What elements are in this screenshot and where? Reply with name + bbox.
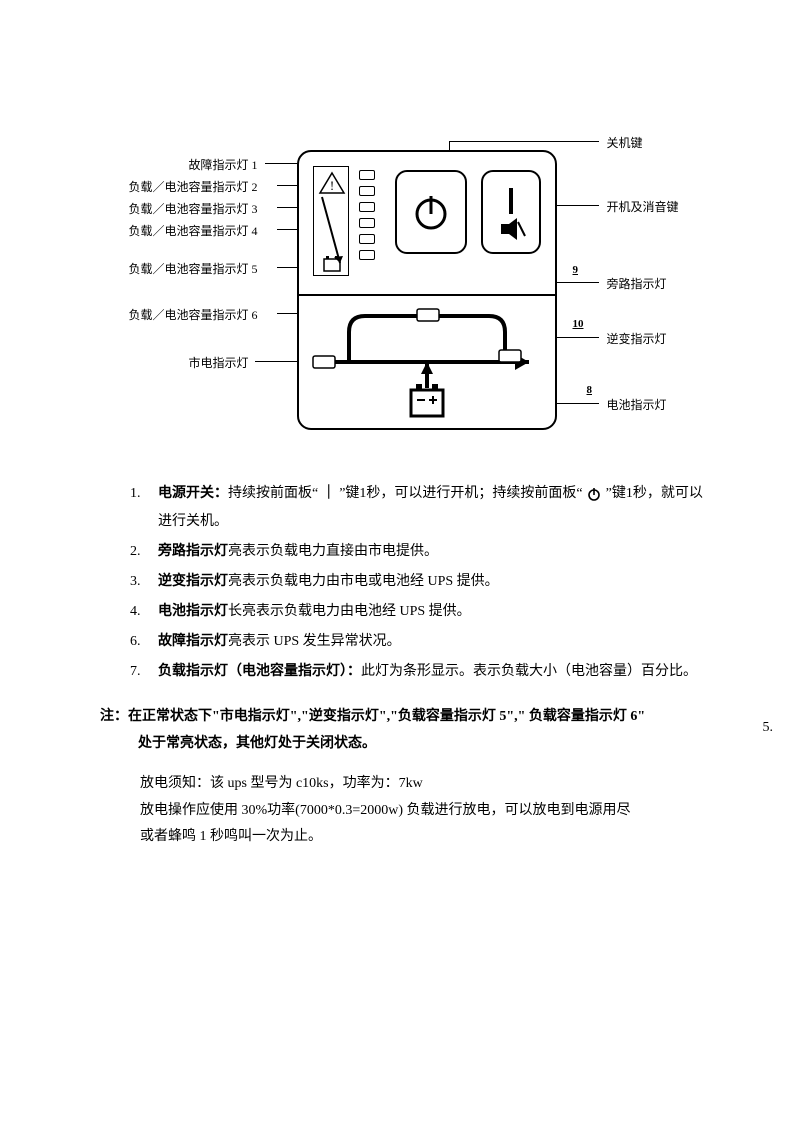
list-number: 1.: [130, 480, 158, 536]
list-number: 3.: [130, 568, 158, 596]
ups-front-panel: !: [297, 150, 557, 430]
power-icon: [409, 190, 453, 234]
list-body: 负载指示灯（电池容量指示灯）：此灯为条形显示。表示负载大小（电池容量）百分比。: [158, 658, 703, 686]
discharge-line: 或者蜂鸣 1 秒鸣叫一次为止。: [140, 824, 703, 851]
list-item: 4. 电池指示灯长亮表示负载电力由电池经 UPS 提供。: [130, 598, 703, 626]
label-mains-led: 市电指示灯: [189, 354, 249, 371]
note-block: 注：在正常状态下"市电指示灯","逆变指示灯","负载容量指示灯 5"," 负载…: [100, 704, 703, 757]
led-4: [359, 218, 375, 228]
callout-8: 8: [587, 384, 593, 396]
list-number: 4.: [130, 598, 158, 626]
note-line-2: 处于常亮状态，其他灯处于关闭状态。: [100, 731, 703, 758]
led-3: [359, 202, 375, 212]
discharge-info: 放电须知：该 ups 型号为 c10ks，功率为：7kw 放电操作应使用 30%…: [140, 771, 703, 851]
instruction-list: 1. 电源开关：持续按前面板“ ｜ ”键1秒，可以进行开机；持续按前面板“ ”键…: [130, 480, 703, 686]
label-fault-led: 故障指示灯 1: [189, 156, 258, 173]
svg-text:!: !: [329, 178, 333, 193]
list-item: 2. 旁路指示灯亮表示负载电力直接由市电提供。: [130, 538, 703, 566]
led-stack: [359, 170, 377, 266]
callout-10: 10: [573, 318, 584, 330]
label-power-mute-key: 开机及消音键: [607, 198, 679, 215]
mute-icon: [501, 218, 525, 240]
discharge-line: 放电须知：该 ups 型号为 c10ks，功率为：7kw: [140, 771, 703, 798]
list-item: 3. 逆变指示灯亮表示负载电力由市电或电池经 UPS 提供。: [130, 568, 703, 596]
label-inverter-led: 逆变指示灯: [607, 330, 667, 347]
label-shutdown-key: 关机键: [607, 134, 643, 151]
label-bypass-led: 旁路指示灯: [607, 275, 667, 292]
label-load-led-5: 负载／电池容量指示灯 5: [129, 260, 258, 277]
discharge-line: 放电操作应使用 30%功率(7000*0.3=2000w) 负载进行放电，可以放…: [140, 798, 703, 825]
list-item: 1. 电源开关：持续按前面板“ ｜ ”键1秒，可以进行开机；持续按前面板“ ”键…: [130, 480, 703, 536]
callout-9: 9: [573, 264, 579, 276]
power-icon: [586, 486, 602, 502]
label-load-led-6: 负载／电池容量指示灯 6: [129, 306, 258, 323]
ups-panel-diagram: 故障指示灯 1 负载／电池容量指示灯 2 负载／电池容量指示灯 3 负载／电池容…: [117, 130, 677, 440]
label-battery-led: 电池指示灯: [607, 396, 667, 413]
note-line-1: 注：在正常状态下"市电指示灯","逆变指示灯","负载容量指示灯 5"," 负载…: [100, 704, 703, 731]
list-item: 6. 故障指示灯亮表示 UPS 发生异常状况。: [130, 628, 703, 656]
list-number: 6.: [130, 628, 158, 656]
power-flow-diagram: [299, 302, 555, 428]
led-6: [359, 250, 375, 260]
list-body: 电池指示灯长亮表示负载电力由电池经 UPS 提供。: [158, 598, 703, 626]
led-2: [359, 186, 375, 196]
list-number: 2.: [130, 538, 158, 566]
list-item: 7. 负载指示灯（电池容量指示灯）：此灯为条形显示。表示负载大小（电池容量）百分…: [130, 658, 703, 686]
led-5: [359, 234, 375, 244]
battery-gauge-icon: !: [313, 166, 349, 276]
label-load-led-3: 负载／电池容量指示灯 3: [129, 200, 258, 217]
list-body: 旁路指示灯亮表示负载电力直接由市电提供。: [158, 538, 703, 566]
label-load-led-2: 负载／电池容量指示灯 2: [129, 178, 258, 195]
led-1: [359, 170, 375, 180]
list-number: 7.: [130, 658, 158, 686]
list-body: 电源开关：持续按前面板“ ｜ ”键1秒，可以进行开机；持续按前面板“ ”键1秒，…: [158, 480, 703, 536]
list-body: 故障指示灯亮表示 UPS 发生异常状况。: [158, 628, 703, 656]
list-body: 逆变指示灯亮表示负载电力由市电或电池经 UPS 提供。: [158, 568, 703, 596]
label-load-led-4: 负载／电池容量指示灯 4: [129, 222, 258, 239]
stray-number-5: 5.: [763, 720, 774, 736]
power-on-mute-button[interactable]: [481, 170, 541, 254]
shutdown-button[interactable]: [395, 170, 467, 254]
